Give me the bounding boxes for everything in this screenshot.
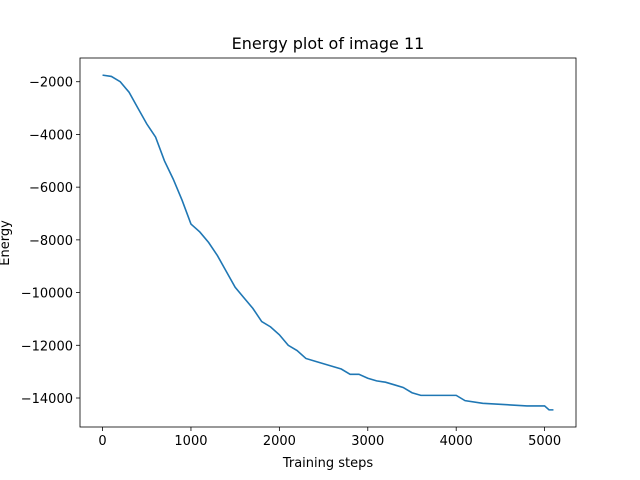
y-tick-label: −8000 (29, 234, 73, 249)
x-tick-label: 4000 (440, 434, 473, 449)
y-tick-label: −14000 (21, 392, 73, 407)
x-tick-label: 5000 (528, 434, 561, 449)
x-tick-label: 2000 (263, 434, 296, 449)
x-tick-label: 0 (98, 434, 106, 449)
y-axis-label: Energy (0, 220, 13, 266)
y-tick-label: −4000 (29, 128, 73, 143)
y-tick-label: −6000 (29, 181, 73, 196)
x-axis-label: Training steps (282, 456, 374, 471)
x-tick-label: 1000 (174, 434, 207, 449)
y-tick-label: −12000 (21, 339, 73, 354)
y-tick-label: −10000 (21, 287, 73, 302)
y-tick-label: −2000 (29, 76, 73, 91)
axes-frame (79, 57, 577, 428)
data-line (102, 74, 554, 411)
chart-title: Energy plot of image 11 (232, 34, 425, 53)
x-tick-label: 3000 (351, 434, 384, 449)
